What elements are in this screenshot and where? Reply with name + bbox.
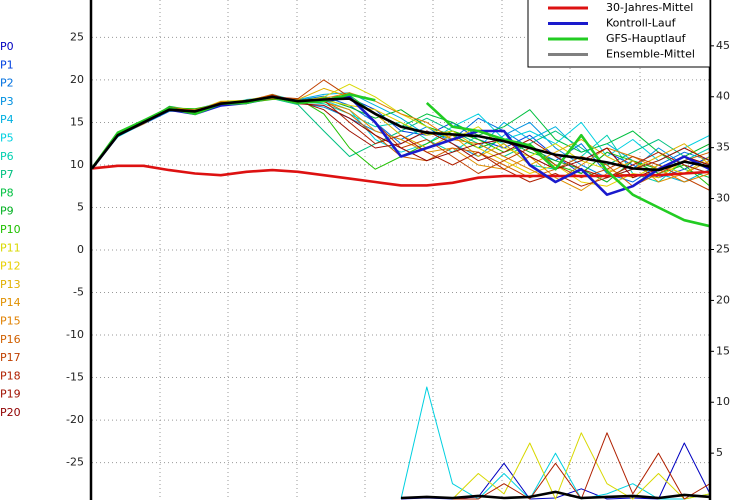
member-label: P6 bbox=[0, 150, 14, 163]
member-label: P14 bbox=[0, 296, 21, 309]
y-tick-label: 0 bbox=[77, 243, 84, 256]
y2-tick-label: 25 bbox=[716, 242, 730, 255]
member-label: P17 bbox=[0, 351, 21, 364]
member-label: P8 bbox=[0, 186, 14, 199]
legend-label: Kontroll-Lauf bbox=[606, 17, 677, 30]
y2-tick-label: 35 bbox=[716, 141, 730, 154]
y2-tick-label: 30 bbox=[716, 192, 730, 205]
y-tick-label: -5 bbox=[73, 286, 84, 299]
y-tick-label: -15 bbox=[66, 371, 84, 384]
member-label: P0 bbox=[0, 40, 14, 53]
member-label: P11 bbox=[0, 241, 21, 254]
y2-tick-label: 20 bbox=[716, 293, 730, 306]
y-tick-label: 10 bbox=[70, 158, 84, 171]
y-tick-label: 15 bbox=[70, 115, 84, 128]
y-tick-label: 5 bbox=[77, 200, 84, 213]
y2-tick-label: 10 bbox=[716, 395, 730, 408]
legend: 30-Jahres-Mittel Kontroll-Lauf GFS-Hauptla… bbox=[527, 0, 711, 68]
member-label: P2 bbox=[0, 77, 14, 90]
y-tick-label: -20 bbox=[66, 413, 84, 426]
legend-label: GFS-Hauptlauf bbox=[606, 32, 687, 45]
y-tick-label: 25 bbox=[70, 30, 84, 43]
series-line bbox=[91, 164, 711, 187]
member-label: P9 bbox=[0, 205, 14, 218]
member-label: P1 bbox=[0, 58, 14, 71]
y2-tick-label: 45 bbox=[716, 39, 730, 52]
y-tick-label: 20 bbox=[70, 73, 84, 86]
member-label: P4 bbox=[0, 113, 14, 126]
member-label: P5 bbox=[0, 132, 14, 145]
member-precip-line bbox=[452, 432, 711, 500]
member-label: P3 bbox=[0, 95, 14, 108]
series-line bbox=[90, 95, 711, 172]
y2-tick-label: 40 bbox=[716, 90, 730, 103]
member-label: P16 bbox=[0, 333, 21, 346]
member-label: P20 bbox=[0, 406, 21, 419]
legend-label: Ensemble-Mittel bbox=[606, 48, 695, 61]
legend-label: 30-Jahres-Mittel bbox=[606, 1, 693, 14]
member-label: P12 bbox=[0, 260, 21, 273]
y2-tick-label: 5 bbox=[716, 446, 723, 459]
member-label: P10 bbox=[0, 223, 21, 236]
member-label: P19 bbox=[0, 388, 21, 401]
series-precip-line bbox=[400, 490, 711, 500]
member-label: P7 bbox=[0, 168, 14, 181]
y-tick-label: -25 bbox=[66, 456, 84, 469]
member-label: P15 bbox=[0, 315, 21, 328]
member-label: P13 bbox=[0, 278, 21, 291]
vertical-grid bbox=[159, 0, 641, 500]
member-label: P18 bbox=[0, 369, 21, 382]
y2-tick-label: 15 bbox=[716, 344, 730, 357]
y-tick-label: -10 bbox=[66, 328, 84, 341]
